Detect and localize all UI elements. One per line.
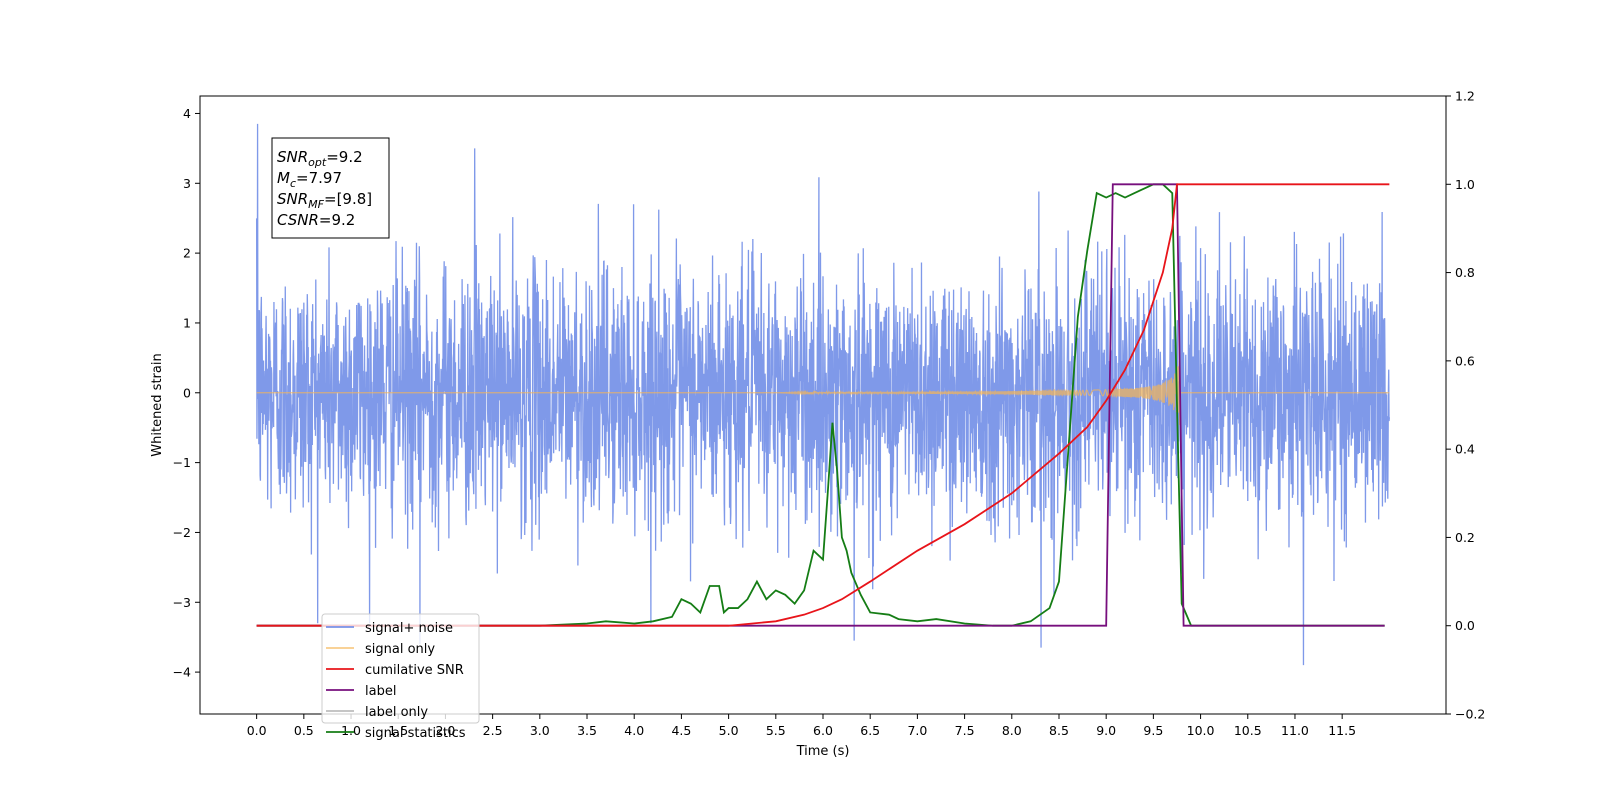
legend-item: signal statistics <box>326 726 466 741</box>
legend-item: signal+ noise <box>326 621 453 636</box>
x-tick-label: 5.0 <box>719 723 739 738</box>
series-signal-plus-noise <box>255 123 1391 666</box>
x-tick-label: 2.0 <box>435 723 455 738</box>
x-tick-label: 9.5 <box>1143 723 1163 738</box>
annotation-subscript: c <box>290 177 296 190</box>
x-tick-label: 7.0 <box>907 723 927 738</box>
y2-tick-label: 0.6 <box>1455 353 1475 368</box>
legend-label: signal+ noise <box>365 621 453 636</box>
y2-tick-label: 1.0 <box>1455 177 1475 192</box>
legend-item: cumilative SNR <box>326 663 464 678</box>
y-tick-label: 1 <box>183 315 191 330</box>
x-tick-label: 3.0 <box>530 723 550 738</box>
legend-label: signal statistics <box>365 726 466 741</box>
series-cumulative-snr <box>256 183 1390 627</box>
legend-label: label only <box>365 705 428 720</box>
legend-frame <box>321 613 480 724</box>
y-axis-right: −0.2 0.0 0.2 0.4 0.6 0.8 1.0 1.2 <box>1446 89 1485 722</box>
x-tick-label: 7.5 <box>955 723 975 738</box>
x-axis: 0.0 0.5 1.0 1.5 2.0 2.5 3.0 3.5 4.0 4.5 5.0 5.5 6.0 6… <box>247 714 1356 738</box>
annotation-value: =9.2 <box>319 211 355 229</box>
annotation-line: SNRMF=[9.8] <box>277 190 372 211</box>
x-tick-label: 6.0 <box>813 723 833 738</box>
x-tick-label: 10.0 <box>1187 723 1215 738</box>
y-tick-label: 0 <box>183 385 191 400</box>
legend: signal+ noise signal only cumilative SNR la… <box>321 613 480 741</box>
annotation-value: =9.2 <box>326 148 362 166</box>
y-tick-label: −1 <box>173 455 191 470</box>
x-tick-label: 6.5 <box>860 723 880 738</box>
series-signal-only <box>256 360 1390 426</box>
y-tick-label: 2 <box>183 246 191 261</box>
legend-label: cumilative SNR <box>365 663 464 678</box>
y2-tick-label: 0.4 <box>1455 442 1475 457</box>
annotation-value: =7.97 <box>296 169 342 187</box>
annotation-frame <box>271 137 390 239</box>
x-tick-label: 1.5 <box>388 723 408 738</box>
series-signal-statistics <box>256 183 1385 627</box>
legend-label: signal only <box>365 642 435 657</box>
series-label <box>256 183 1385 627</box>
x-tick-label: 11.5 <box>1328 723 1356 738</box>
x-tick-label: 0.0 <box>247 723 267 738</box>
legend-label: label <box>365 684 396 699</box>
y2-tick-label: 0.8 <box>1455 265 1475 280</box>
y-tick-label: 3 <box>183 176 191 191</box>
y2-tick-label: 1.2 <box>1455 89 1475 104</box>
y-tick-label: −4 <box>173 665 191 680</box>
y-axis-left: −4 −3 −2 −1 0 1 2 3 4 <box>173 106 200 680</box>
annotation-base: CSNR <box>277 211 319 229</box>
x-axis-label: Time (s) <box>796 744 850 759</box>
x-tick-label: 5.5 <box>766 723 786 738</box>
legend-item: signal only <box>326 642 435 657</box>
x-tick-label: 9.0 <box>1096 723 1116 738</box>
y2-tick-label: 0.2 <box>1455 530 1475 545</box>
annotation-base: SNR <box>277 190 308 208</box>
annotation-base: SNR <box>277 148 308 166</box>
x-tick-label: 11.0 <box>1281 723 1309 738</box>
annotation-line: SNRopt=9.2 <box>277 148 363 169</box>
data-layer <box>255 123 1391 666</box>
annotation-subscript: MF <box>308 198 324 211</box>
y2-tick-label: −0.2 <box>1455 707 1485 722</box>
annotation-value: =[9.8] <box>324 190 372 208</box>
legend-item: label only <box>326 705 428 720</box>
x-tick-label: 4.5 <box>671 723 691 738</box>
x-tick-label: 3.5 <box>577 723 597 738</box>
annotation-line: CSNR=9.2 <box>277 211 355 229</box>
x-tick-label: 2.5 <box>483 723 503 738</box>
y2-tick-label: 0.0 <box>1455 618 1475 633</box>
x-tick-label: 0.5 <box>294 723 314 738</box>
x-tick-label: 8.5 <box>1049 723 1069 738</box>
legend-item: label <box>326 684 396 699</box>
y-tick-label: −3 <box>173 595 191 610</box>
x-tick-label: 4.0 <box>624 723 644 738</box>
y-axis-label: Whitened strain <box>150 353 165 456</box>
annotation-subscript: opt <box>308 156 327 169</box>
annotation-base: M <box>277 169 290 187</box>
x-tick-label: 8.0 <box>1002 723 1022 738</box>
y-tick-label: −2 <box>173 525 191 540</box>
annotation-line: Mc=7.97 <box>277 169 342 190</box>
x-tick-label: 1.0 <box>341 723 361 738</box>
y-tick-label: 4 <box>183 106 191 121</box>
x-tick-label: 10.5 <box>1234 723 1262 738</box>
